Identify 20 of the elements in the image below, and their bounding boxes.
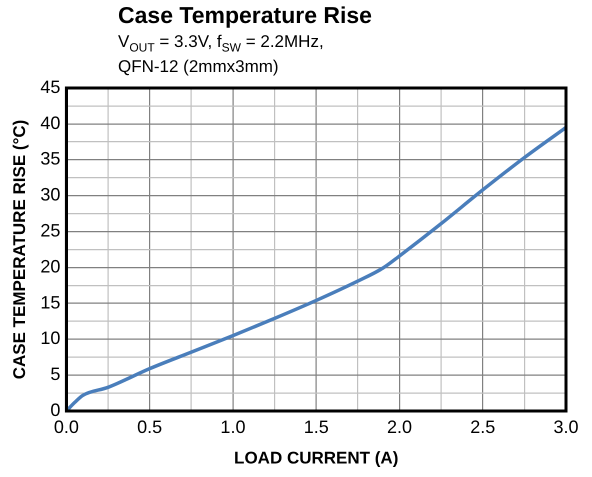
y-tick-label: 5 xyxy=(50,364,60,384)
line-series xyxy=(66,126,566,411)
y-tick-label: 35 xyxy=(40,148,60,169)
x-tick-label: 3.0 xyxy=(553,416,579,437)
x-tick-label: 0.5 xyxy=(137,416,162,437)
chart-title: Case Temperature Rise xyxy=(118,2,372,29)
y-tick-label: 30 xyxy=(40,184,60,205)
y-tick-label: 20 xyxy=(40,256,60,276)
x-tick-label: 1.5 xyxy=(304,416,329,437)
x-tick-label: 1.0 xyxy=(220,416,246,437)
y-tick-label: 10 xyxy=(40,328,60,348)
y-tick-label: 45 xyxy=(40,76,60,97)
y-axis-title: CASE TEMPERATURE RISE (°C) xyxy=(10,120,29,380)
chart-subtitle: V$_{OUT}$ = 3.3V, f$_{SW}$ = 2.2MHz, QFN-12 (2mmx3mm) xyxy=(118,32,324,76)
y-tick-label: 15 xyxy=(40,292,60,312)
y-tick-label: 40 xyxy=(40,112,60,133)
x-tick-label: 2.5 xyxy=(470,416,496,437)
x-tick-label: 2.0 xyxy=(386,416,412,437)
y-tick-label: 25 xyxy=(40,220,60,241)
x-axis-title: LOAD CURRENT (A) xyxy=(234,448,398,468)
